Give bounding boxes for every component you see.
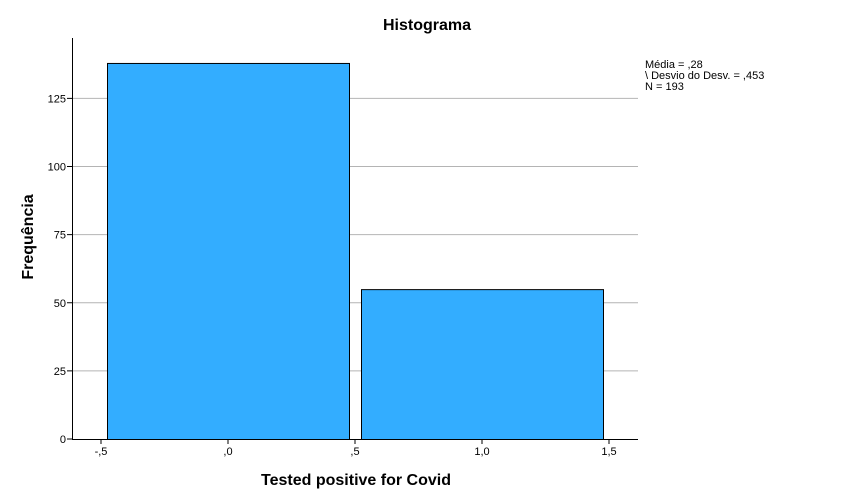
y-tick-label-4: 100 (48, 162, 66, 174)
stats-n: N = 193 (645, 81, 684, 93)
x-axis-ticks: -,5 ,0 ,5 1,0 1,5 (95, 439, 617, 458)
stats-box: Média = ,28 \ Desvio do Desv. = ,453 N =… (645, 59, 764, 93)
y-tick-label-1: 25 (54, 366, 66, 378)
x-tick-label-2: ,5 (350, 446, 359, 458)
stats-std: \ Desvio do Desv. = ,453 (645, 70, 764, 82)
bars (107, 62, 604, 440)
histogram-bar-0 (107, 62, 350, 440)
x-tick-label-4: 1,5 (601, 446, 616, 458)
chart-title: Histograma (383, 17, 471, 34)
stats-mean: Média = ,28 (645, 59, 703, 71)
y-tick-label-5: 125 (48, 93, 66, 105)
y-tick-label-3: 75 (54, 230, 66, 242)
x-tick-label-3: 1,0 (474, 446, 489, 458)
y-tick-label-2: 50 (54, 298, 66, 310)
y-tick-label-0: 0 (60, 434, 66, 446)
x-tick-label-1: ,0 (223, 446, 232, 458)
y-axis-title: Frequência (20, 194, 37, 279)
histogram-bar-1 (361, 289, 604, 440)
x-axis-title: Tested positive for Covid (261, 472, 451, 489)
x-tick-label-0: -,5 (95, 446, 108, 458)
y-axis-ticks: 0 25 50 75 100 125 (48, 93, 72, 446)
